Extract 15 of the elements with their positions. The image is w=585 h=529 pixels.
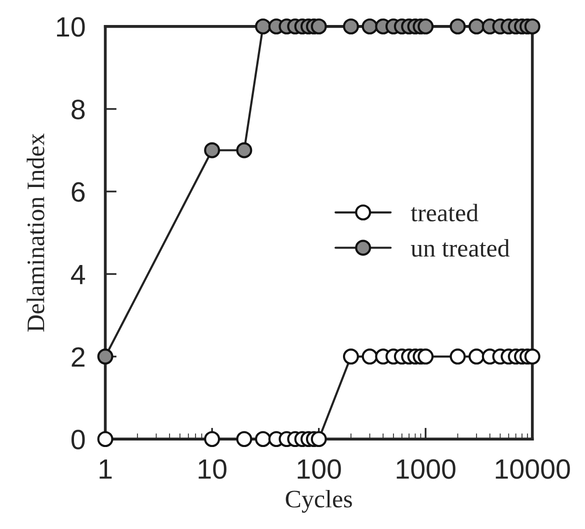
x-axis-title: Cycles: [286, 490, 352, 513]
y-tick-label: 2: [72, 347, 84, 367]
y-tick-label: 6: [72, 182, 85, 202]
x-tick-label: 1: [100, 460, 112, 479]
x-tick-label: 1000: [396, 459, 456, 479]
x-tick-label: 10000: [496, 459, 570, 479]
y-axis-title: Delamination Index: [26, 133, 44, 332]
x-tick-label: 10: [198, 459, 226, 479]
y-tick-label: 4: [71, 264, 86, 284]
y-tick-label: 8: [72, 100, 85, 120]
x-tick-label: 100: [298, 459, 341, 479]
legend-label: un treated: [410, 239, 510, 257]
y-tick-label: 0: [71, 430, 85, 450]
legend-label: treated: [410, 204, 478, 222]
y-tick-label: 10: [57, 17, 85, 37]
